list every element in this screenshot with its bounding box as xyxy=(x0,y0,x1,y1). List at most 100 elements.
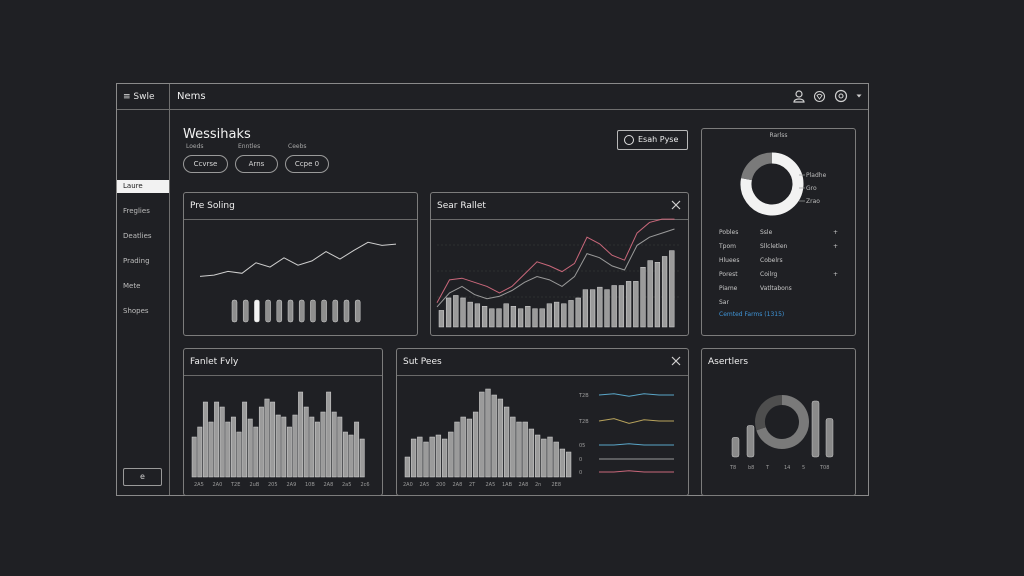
pre-soling-bar xyxy=(265,299,271,323)
pre-soling-line xyxy=(199,241,397,277)
cemted-farms-link[interactable]: Cemted Farms (1315) xyxy=(719,311,785,318)
x-axis-label: 1AB xyxy=(502,482,513,488)
filter-pill-3[interactable]: Ccpe 0 xyxy=(285,155,329,173)
detail-mark[interactable]: + xyxy=(833,243,839,250)
close-icon[interactable] xyxy=(671,356,681,366)
asertlers-donut-slice xyxy=(756,395,809,449)
rarlss-donut xyxy=(740,152,805,216)
donut-slice xyxy=(740,152,804,216)
user-icon[interactable] xyxy=(793,89,805,103)
x-axis-label: 2A5 xyxy=(486,482,496,488)
legend-label: T2B xyxy=(578,419,589,425)
pre-soling-bar xyxy=(321,299,327,323)
detail-mark[interactable]: + xyxy=(833,271,839,278)
fanlet-fvly-bar xyxy=(303,406,309,478)
close-icon[interactable] xyxy=(671,200,681,210)
fanlet-fvly-chart: 2A5 2A0 T2E 2uB 205 2A9 10B 2A8 2a5 2c6 xyxy=(191,391,370,488)
sut-pees-bar xyxy=(460,416,466,478)
sear-rallet-bar xyxy=(496,308,502,328)
action-button-label: Esah Pyse xyxy=(638,135,679,144)
x-axis-label: 2A5 xyxy=(194,482,204,488)
x-axis-label: T08 xyxy=(819,465,829,471)
sut-pees-bar xyxy=(404,456,411,478)
sidebar-item-5[interactable]: Shopes xyxy=(123,307,149,315)
x-axis-label: 2A9 xyxy=(287,482,297,488)
sut-pees-bar xyxy=(534,434,541,478)
panel-title: Pre Soling xyxy=(184,193,417,220)
x-axis-label: 205 xyxy=(268,482,278,488)
fanlet-fvly-bar xyxy=(236,431,242,478)
detail-value: Coilrg xyxy=(760,271,778,278)
x-axis-label: 10B xyxy=(305,482,315,488)
app-window: ≡ Swle Nems Laure Freglies Deatlies Prading… xyxy=(116,83,869,496)
sidebar-item-2[interactable]: Deatlies xyxy=(123,232,152,240)
fanlet-fvly-bar xyxy=(298,391,304,478)
sut-pees-bar xyxy=(435,434,442,478)
detail-value: Ssle xyxy=(760,229,773,236)
filter-label-2: Enntles xyxy=(238,143,261,150)
chevron-down-icon[interactable] xyxy=(856,93,862,99)
sut-pees-bar xyxy=(510,416,516,478)
pre-soling-bar xyxy=(254,299,260,323)
sut-pees-bar xyxy=(547,436,553,478)
fanlet-fvly-bar xyxy=(359,438,365,478)
pre-soling-bar xyxy=(343,299,350,323)
detail-mark[interactable]: + xyxy=(833,229,839,236)
x-axis-label: 200 xyxy=(436,482,446,488)
legend-label: 0 xyxy=(579,457,582,463)
header-icons xyxy=(793,89,862,103)
asertlers-bar xyxy=(746,425,755,458)
sut-pees-bar xyxy=(410,438,417,478)
sear-rallet-bar xyxy=(568,300,574,328)
action-button[interactable]: Esah Pyse xyxy=(617,130,688,150)
sut-pees-bar xyxy=(541,438,547,478)
filter-pill-1[interactable]: Ccvrse xyxy=(183,155,228,173)
pre-soling-bar xyxy=(242,299,249,323)
fanlet-fvly-bar xyxy=(348,434,354,478)
x-axis-label: 2A5 xyxy=(420,482,430,488)
asertlers-bar xyxy=(825,418,834,458)
fanlet-fvly-bar xyxy=(191,436,197,478)
sear-rallet-bar xyxy=(625,281,632,328)
fanlet-fvly-bar xyxy=(202,401,208,478)
x-axis-label: 2A8 xyxy=(324,482,334,488)
sidebar-item-0[interactable]: Laure xyxy=(117,180,169,193)
pre-soling-bar xyxy=(310,299,316,323)
brand-logo[interactable]: ≡ Swle xyxy=(117,84,170,110)
fanlet-fvly-bar xyxy=(314,421,320,478)
x-axis-label: 2T xyxy=(469,482,476,488)
sidebar-footer-button[interactable]: e xyxy=(123,468,162,486)
top-bar: ≡ Swle Nems xyxy=(117,84,868,110)
fanlet-fvly-bar xyxy=(225,421,231,478)
sidebar-item-1[interactable]: Freglies xyxy=(123,207,150,215)
sut-pees-bar xyxy=(503,406,510,478)
sidebar-item-4[interactable]: Mete xyxy=(123,282,141,290)
detail-key: Sar xyxy=(719,299,729,306)
sear-rallet-bar xyxy=(669,250,675,328)
panel-asertlers: Asertlers T8 b8 T 14 5 T08 xyxy=(701,348,856,496)
sear-rallet-bar xyxy=(467,301,473,328)
pre-soling-chart xyxy=(199,241,397,323)
sut-pees-legend-2-line xyxy=(599,443,674,446)
settings-icon[interactable] xyxy=(834,89,848,103)
donut-legend-2: Gro xyxy=(806,185,817,192)
donut-title: Rarlss xyxy=(769,132,788,139)
asertlers-bar xyxy=(811,400,820,458)
filter-pill-2[interactable]: Arns xyxy=(235,155,278,173)
sear-rallet-bar xyxy=(438,310,445,328)
x-axis-label: 2A8 xyxy=(519,482,529,488)
sear-rallet-bar xyxy=(546,303,553,328)
app-title: Nems xyxy=(177,91,206,102)
panel-pre-soling: Pre Soling xyxy=(183,192,418,336)
pre-soling-bar xyxy=(231,299,238,323)
pre-soling-bar xyxy=(287,299,294,323)
sear-rallet-bar xyxy=(589,289,596,328)
heart-icon[interactable] xyxy=(813,90,826,103)
detail-value: Sllcletlen xyxy=(760,243,788,250)
legend-label: 0 xyxy=(579,470,582,476)
panel-sear-rallet: Sear Rallet xyxy=(430,192,689,336)
sidebar-item-3[interactable]: Prading xyxy=(123,257,150,265)
panel-sut-pees: Sut Pees 2A0 2A5 200 2A8 2T 2A5 1AB 2A8 2n 2E8 T2B… xyxy=(396,348,689,496)
detail-key: Tpom xyxy=(719,243,736,250)
x-axis-label: 2c6 xyxy=(361,482,370,488)
